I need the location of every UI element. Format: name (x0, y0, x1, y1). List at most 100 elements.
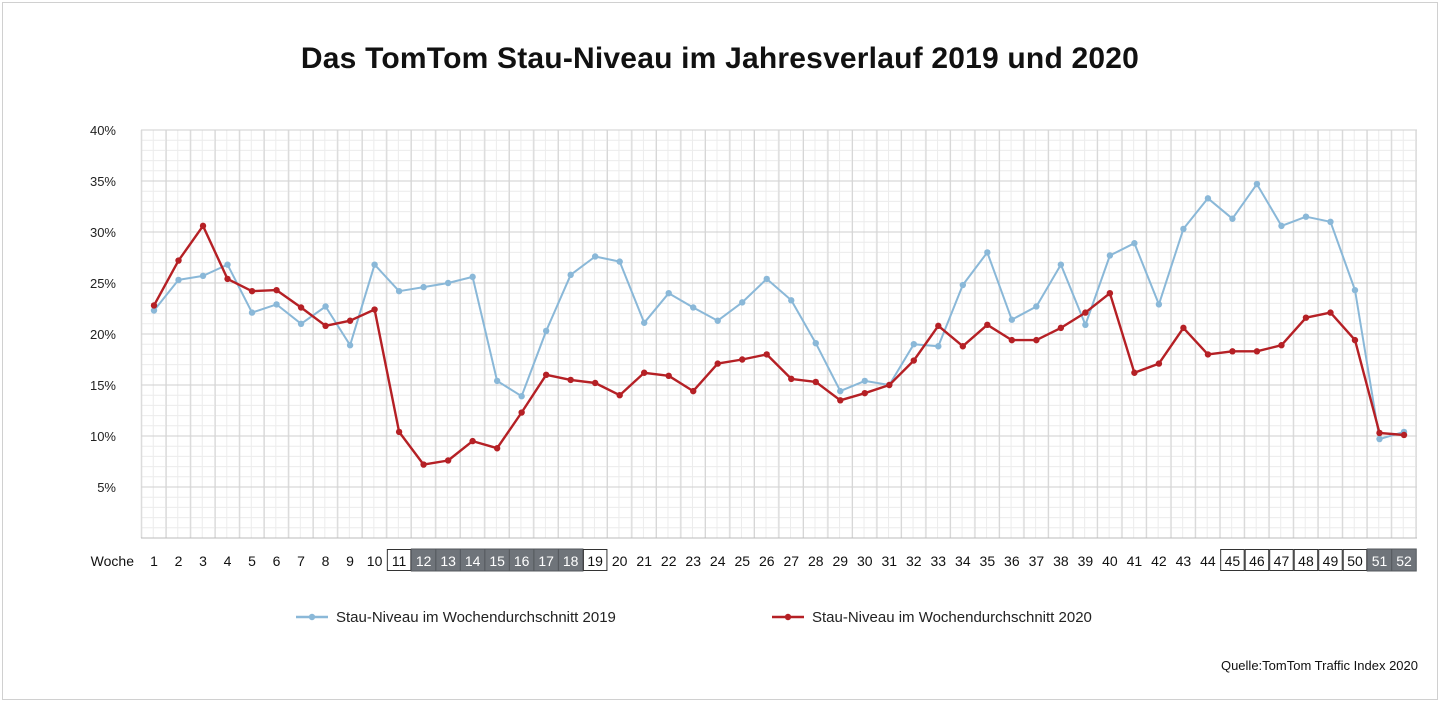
data-point (150, 302, 158, 309)
x-tick-label: 45 (1225, 553, 1241, 569)
outlined-week-box (1342, 549, 1368, 571)
data-point (493, 445, 501, 452)
x-tick-label: 4 (224, 553, 232, 569)
outlined-week-box (1220, 549, 1245, 571)
data-point (248, 287, 256, 295)
data-point (346, 342, 354, 349)
data-point (616, 258, 623, 265)
data-point (739, 299, 746, 306)
y-tick-label: 30% (90, 225, 116, 240)
data-point (420, 461, 427, 468)
x-tick-label: 11 (392, 553, 407, 569)
data-point (763, 275, 770, 283)
data-point (616, 392, 623, 399)
data-point (1131, 240, 1138, 247)
data-point (788, 297, 795, 304)
data-point (812, 339, 819, 347)
x-tick-label: 42 (1151, 553, 1167, 569)
x-tick-label: 49 (1323, 553, 1339, 569)
x-tick-label: 10 (367, 553, 383, 569)
x-tick-label: 8 (322, 553, 330, 569)
data-point (690, 387, 697, 395)
y-tick-label: 20% (90, 327, 116, 342)
x-tick-label: 37 (1029, 553, 1045, 569)
data-point (690, 304, 697, 311)
data-point (1082, 309, 1089, 316)
data-point (395, 428, 403, 436)
data-point (1327, 309, 1334, 316)
data-point (935, 322, 942, 330)
data-point (591, 253, 599, 260)
data-point (1057, 324, 1065, 332)
x-tick-label: 5 (248, 553, 256, 569)
data-point (322, 322, 329, 330)
data-point (714, 360, 721, 367)
x-tick-label: 12 (416, 553, 432, 569)
x-tick-label: 7 (297, 553, 305, 569)
y-tick-label: 25% (90, 276, 116, 291)
data-point (886, 381, 893, 389)
data-point (297, 320, 305, 327)
x-tick-label: 47 (1274, 553, 1290, 569)
x-tick-label: 21 (636, 553, 652, 569)
data-point (273, 301, 280, 308)
legend-swatch-marker (308, 613, 316, 621)
data-point (1253, 348, 1261, 355)
data-point (1008, 316, 1016, 323)
x-tick-label: 6 (273, 553, 281, 569)
x-tick-label: 1 (150, 553, 158, 569)
data-point (395, 287, 403, 295)
data-series (150, 180, 1408, 468)
series-2020 (150, 222, 1408, 468)
data-point (420, 283, 427, 291)
outlined-week-box (386, 549, 412, 571)
x-tick-label: 50 (1347, 553, 1363, 569)
outlined-week-box (1269, 549, 1294, 571)
data-point (1082, 321, 1089, 329)
x-tick-label: 19 (587, 553, 603, 569)
data-point (199, 222, 207, 230)
data-point (861, 377, 868, 385)
data-point (1033, 336, 1040, 344)
shaded-week-box (1391, 548, 1417, 572)
data-point (1278, 342, 1285, 349)
outlined-week-box (1244, 549, 1270, 571)
outlined-week-box (1318, 549, 1343, 571)
x-tick-label: 31 (882, 553, 898, 569)
data-point (444, 279, 452, 287)
data-point (959, 281, 967, 289)
data-point (935, 343, 942, 350)
x-tick-label: 9 (346, 553, 354, 569)
data-point (493, 377, 501, 385)
x-tick-label: 24 (710, 553, 726, 569)
data-point (1229, 215, 1236, 222)
data-point (739, 356, 746, 363)
data-point (1106, 290, 1114, 297)
data-point (224, 275, 231, 283)
data-point (273, 286, 280, 294)
data-point (1229, 348, 1236, 355)
chart-title: Das TomTom Stau-Niveau im Jahresverlauf … (300, 42, 1140, 75)
data-point (1204, 351, 1212, 358)
data-point (567, 271, 574, 279)
data-point (567, 376, 574, 384)
y-axis-ticks: 40% 35% 30% 25% 20% 15% 10% 5% (90, 123, 116, 495)
data-point (1155, 360, 1163, 367)
outlined-week-box (582, 549, 608, 571)
data-point (1131, 369, 1138, 376)
y-tick-label: 35% (90, 174, 116, 189)
major-grid (141, 129, 1417, 539)
x-tick-label: 23 (685, 553, 701, 569)
data-point (763, 351, 770, 358)
data-point (1400, 431, 1408, 439)
data-point (984, 249, 991, 256)
x-tick-label: 15 (489, 553, 505, 569)
data-point (1180, 324, 1187, 332)
y-tick-label: 5% (97, 480, 116, 495)
data-point (837, 387, 844, 395)
data-point (175, 257, 182, 264)
data-point (1204, 195, 1212, 202)
x-tick-label: 30 (857, 553, 873, 569)
legend-swatch-marker (784, 613, 792, 621)
x-tick-label: 39 (1078, 553, 1094, 569)
